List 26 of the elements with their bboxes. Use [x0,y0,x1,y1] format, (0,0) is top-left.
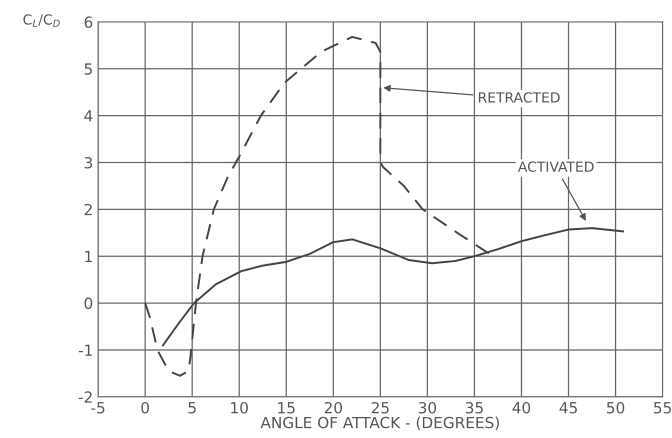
x-tick-label: 15 [278,402,295,414]
annotation: RETRACTED [478,92,560,103]
y-tick-label: -1 [78,344,92,356]
y-tick-label: 2 [84,204,92,216]
y-tick-label: -2 [78,391,92,403]
x-tick-label: 30 [418,402,436,414]
y-tick-label: 0 [84,298,92,310]
x-tick-label: 10 [231,402,248,414]
y-tick-label: 6 [84,16,92,28]
y-tick-label: 1 [85,250,92,262]
x-tick-label: 5 [188,402,196,414]
y-tick-label: 5 [84,63,92,75]
x-tick-label: 40 [512,402,530,414]
y-axis-title: C$_{L}$/C$_{D}$ [23,14,60,27]
x-axis-title: ANGLE OF ATTACK - (DEGREES) [260,416,499,430]
x-tick-label: 35 [466,402,483,414]
y-tick-label: 4 [84,110,92,122]
x-tick-label: 0 [141,402,149,414]
y-tick-label: 3 [84,156,92,169]
x-tick-label: 50 [607,402,624,414]
x-tick-label: -5 [91,402,104,414]
x-tick-label: 25 [372,402,389,414]
x-tick-label: 55 [654,402,671,414]
x-tick-label: 20 [324,402,342,414]
x-tick-label: 45 [560,402,577,414]
annotation: ACTIVATED [518,161,594,172]
